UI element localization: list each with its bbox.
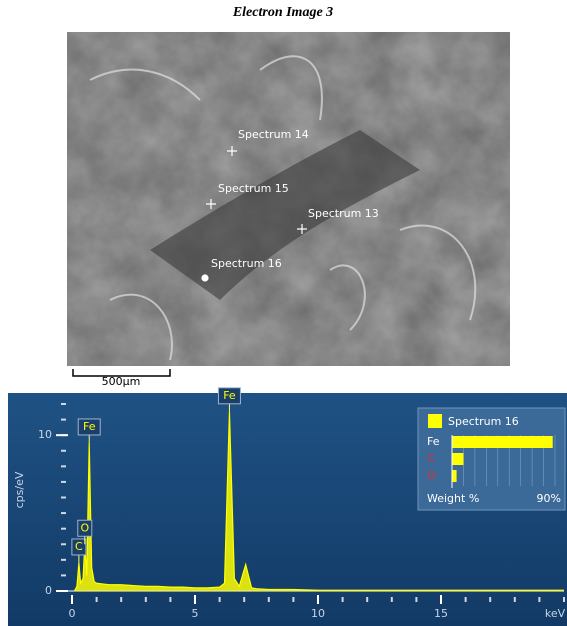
y-tick-label: 0	[45, 584, 52, 597]
legend-swatch	[428, 414, 442, 428]
marker-label: Spectrum 16	[211, 257, 282, 270]
y-tick-label: 10	[38, 428, 52, 441]
marker-label: Spectrum 13	[308, 207, 379, 220]
scale-label: 500µm	[102, 375, 141, 388]
marker-label: Spectrum 15	[218, 182, 289, 195]
x-tick-label: 10	[311, 607, 325, 620]
x-tick-label: 5	[192, 607, 199, 620]
panel-max-label: 90%	[537, 492, 561, 505]
sem-image	[67, 32, 510, 366]
x-tick-label: 15	[434, 607, 448, 620]
peak-label: O	[80, 521, 89, 534]
weight-bar	[452, 470, 457, 482]
image-title: Electron Image 3	[232, 5, 333, 20]
page: Electron Image 3 Spectrum 14 Spectrum 15…	[0, 0, 567, 626]
legend-title: Spectrum 16	[448, 415, 519, 428]
marker-label: Spectrum 14	[238, 128, 309, 141]
x-axis-label: keV	[545, 607, 566, 620]
panel-axis-label: Weight %	[427, 492, 479, 505]
y-axis-label: cps/eV	[13, 471, 26, 508]
element-label: C	[427, 452, 435, 465]
x-tick-label: 0	[69, 607, 76, 620]
peak-label: Fe	[83, 420, 96, 433]
peak-label: Fe	[223, 389, 236, 402]
peak-label: C	[75, 540, 83, 553]
weight-bar	[452, 453, 463, 465]
weight-bar	[452, 436, 553, 448]
element-label: O	[427, 469, 436, 482]
element-label: Fe	[427, 435, 440, 448]
